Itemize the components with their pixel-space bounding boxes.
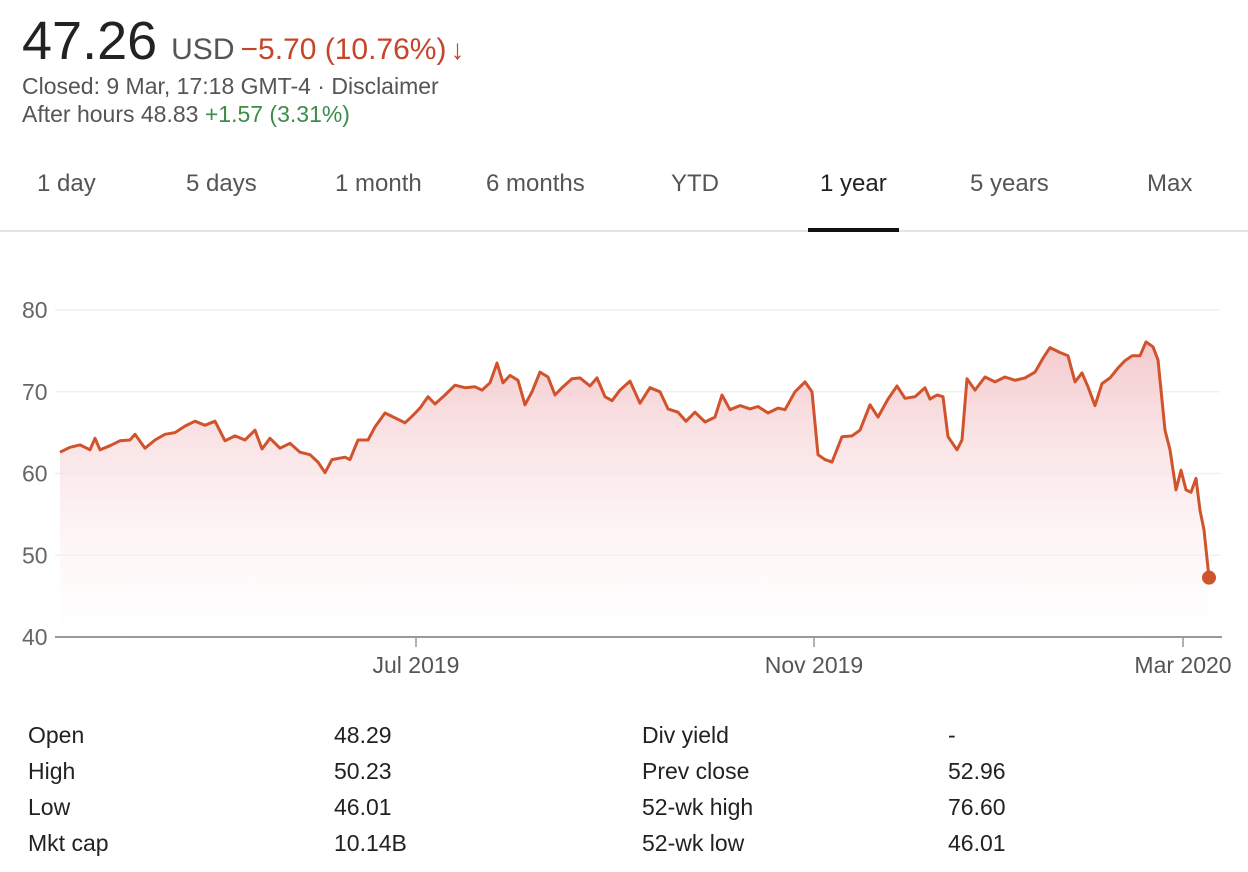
tab-5-days[interactable]: 5 days — [186, 170, 257, 197]
stats-right: Div yield - Prev close 52.96 52-wk high 76.… — [642, 722, 1006, 866]
tab-ytd[interactable]: YTD — [671, 170, 719, 197]
price-area — [60, 341, 1209, 637]
current-price: 47.26 — [22, 11, 158, 71]
y-tick-label: 40 — [22, 624, 48, 650]
after-hours-change: +1.57 (3.31%) — [204, 101, 350, 127]
y-tick-label: 60 — [22, 461, 48, 487]
stat-52wk-high: 52-wk high 76.60 — [642, 794, 1006, 820]
price-chart[interactable]: 80 70 60 50 40 Jul 2019 Nov 2019 Mar 2020 — [0, 240, 1248, 700]
stat-prev-close: Prev close 52.96 — [642, 758, 1006, 784]
currency: USD — [171, 33, 235, 66]
stats-left: Open 48.29 High 50.23 Low 46.01 Mkt cap 10.1… — [28, 722, 407, 866]
quote-header: 47.26 USD −5.70 (10.76%) ↓ Closed: 9 Mar, 1… — [22, 10, 464, 128]
disclaimer-link[interactable]: Disclaimer — [331, 73, 439, 99]
stat-high: High 50.23 — [28, 758, 392, 784]
x-tick-label: Jul 2019 — [373, 652, 460, 678]
tab-5-years[interactable]: 5 years — [970, 170, 1049, 197]
x-tick-label: Mar 2020 — [1134, 652, 1231, 678]
arrow-down-icon: ↓ — [450, 34, 465, 65]
tab-6-months[interactable]: 6 months — [486, 170, 585, 197]
stat-div-yield: Div yield - — [642, 722, 956, 748]
stat-low: Low 46.01 — [28, 794, 392, 820]
price-change: −5.70 (10.76%) — [240, 33, 447, 66]
price-line — [59, 340, 1211, 578]
stat-mkt-cap: Mkt cap 10.14B — [28, 830, 407, 856]
closed-time: Closed: 9 Mar, 17:18 GMT-4 · — [22, 73, 332, 99]
stat-open: Open 48.29 — [28, 722, 392, 748]
after-hours-price: After hours 48.83 — [22, 101, 199, 127]
tab-1-day[interactable]: 1 day — [37, 170, 96, 197]
range-tabs: 1 day 5 days 1 month 6 months YTD 1 year… — [0, 160, 1248, 232]
x-tick-label: Nov 2019 — [765, 652, 863, 678]
tab-1-month[interactable]: 1 month — [335, 170, 422, 197]
y-tick-label: 70 — [22, 379, 48, 405]
tab-max[interactable]: Max — [1147, 170, 1193, 197]
y-tick-label: 80 — [22, 297, 48, 323]
tab-1-year[interactable]: 1 year — [808, 170, 899, 232]
last-price-dot — [1202, 570, 1216, 585]
stat-52wk-low: 52-wk low 46.01 — [642, 830, 1006, 856]
y-tick-label: 50 — [22, 542, 48, 568]
